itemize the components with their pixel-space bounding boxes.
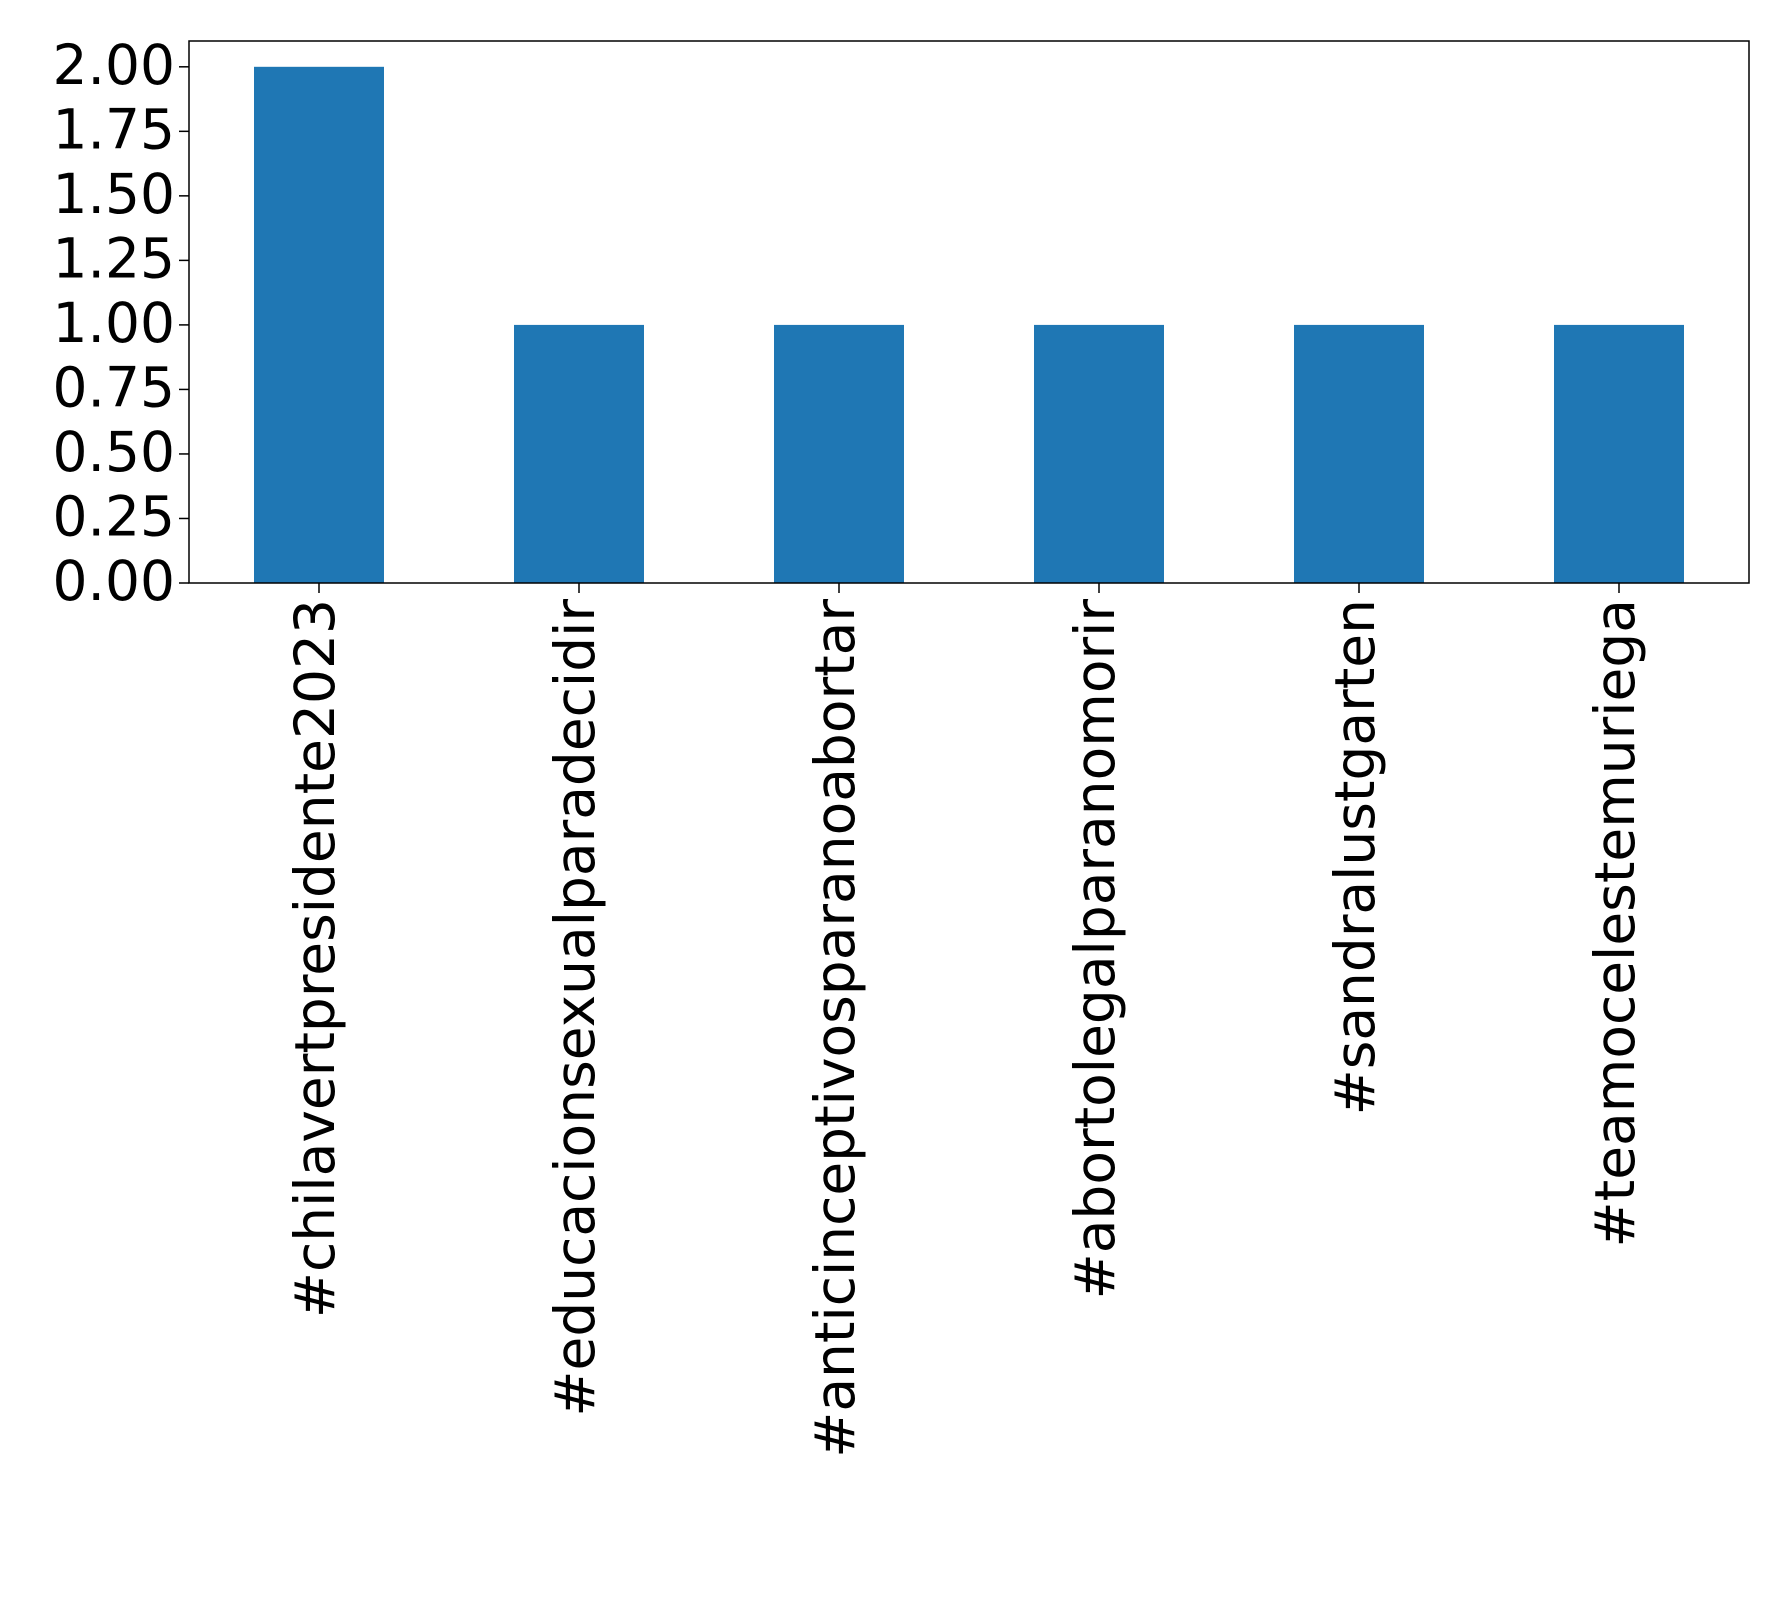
- x-tick-label: #educacionsexualparadecidir: [543, 599, 607, 1417]
- x-tick-label: #teamocelestemuriega: [1583, 599, 1647, 1247]
- y-tick-label: 0.50: [53, 420, 175, 484]
- y-tick-label: 1.00: [53, 291, 175, 355]
- x-tick-label: #anticinceptivosparanoabortar: [803, 599, 867, 1458]
- y-tick-label: 1.75: [53, 97, 175, 161]
- y-tick-label: 0.25: [53, 485, 175, 549]
- bar: [514, 324, 644, 583]
- y-tick-label: 2.00: [53, 33, 175, 97]
- y-tick-label: 0.00: [53, 549, 175, 613]
- x-tick-label: #chilavertpresidente2023: [283, 599, 347, 1318]
- y-tick-label: 1.25: [53, 227, 175, 291]
- bar: [254, 66, 384, 584]
- bar: [774, 324, 904, 583]
- y-tick-label: 0.75: [53, 356, 175, 420]
- x-tick-label: #sandralustgarten: [1323, 599, 1387, 1115]
- y-tick-label: 1.50: [53, 162, 175, 226]
- bar: [1294, 324, 1424, 583]
- bar: [1554, 324, 1684, 583]
- x-tick-label: #abortolegalparanomorir: [1063, 599, 1127, 1300]
- bar: [1034, 324, 1164, 583]
- plot-frame: [188, 40, 1750, 584]
